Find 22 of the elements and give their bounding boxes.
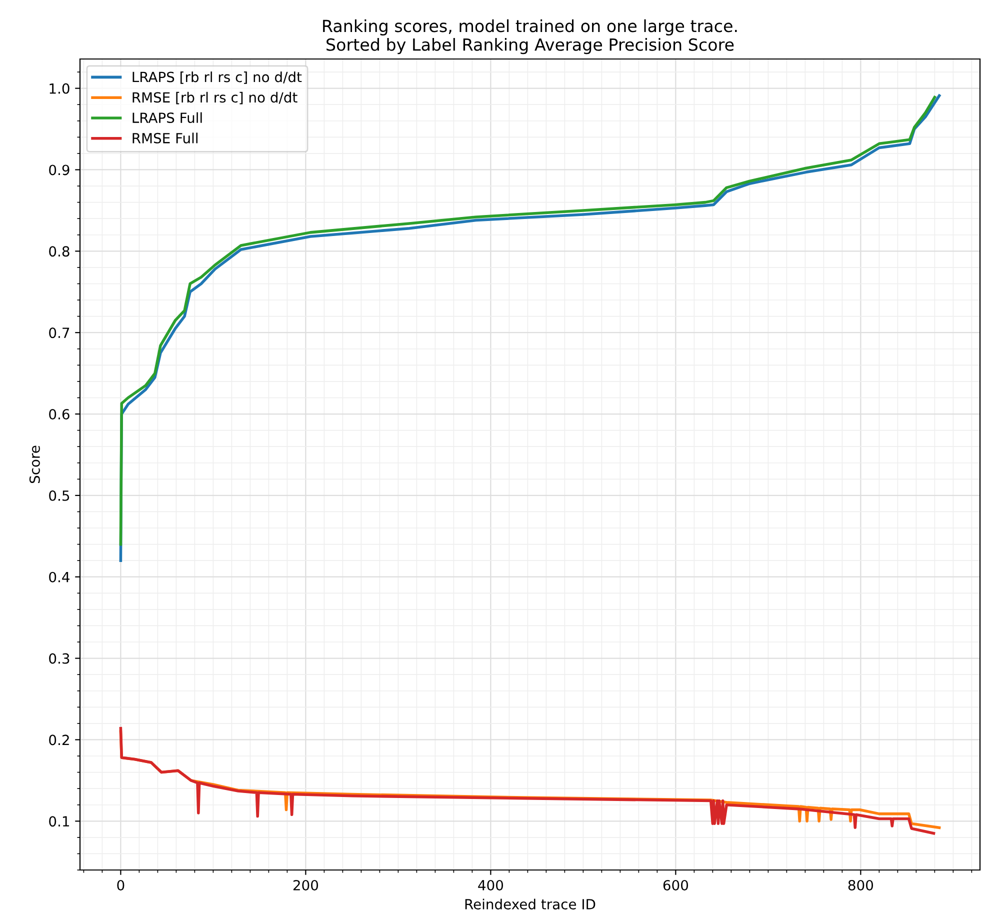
x-tick-label: 200 [293, 880, 318, 890]
y-tick-label: 0.6 [49, 408, 70, 420]
x-tick-label: 400 [478, 880, 504, 890]
y-tick-label: 0.4 [49, 572, 70, 582]
y-tick-label: 0.1 [49, 816, 69, 827]
legend-label: RMSE [rb rl rs c] no d/dt [132, 92, 298, 104]
x-axis-title: Reindexed trace ID [465, 898, 596, 910]
y-tick-label: 0.3 [49, 653, 70, 664]
chart-title: Ranking scores, model trained on one large trace. Sorted by Label Ranking Average Precision Score [323, 19, 737, 54]
y-tick-label: 0.7 [49, 328, 70, 338]
x-tick-label: 800 [848, 880, 874, 890]
y-tick-label: 0.8 [49, 246, 70, 257]
y-tick-label: 1.0 [50, 83, 70, 94]
y-tick-label: 0.5 [49, 490, 70, 501]
x-tick-label: 0 [117, 880, 124, 890]
y-tick-label: 0.9 [49, 164, 70, 176]
legend-label: LRAPS Full [132, 112, 202, 124]
x-tick-label: 600 [663, 880, 688, 890]
y-axis-title: Score [29, 446, 40, 484]
y-tick-label: 0.2 [49, 734, 69, 746]
legend-label: RMSE Full [132, 132, 198, 144]
legend-label: LRAPS [rb rl rs c] no d/dt [132, 72, 302, 84]
